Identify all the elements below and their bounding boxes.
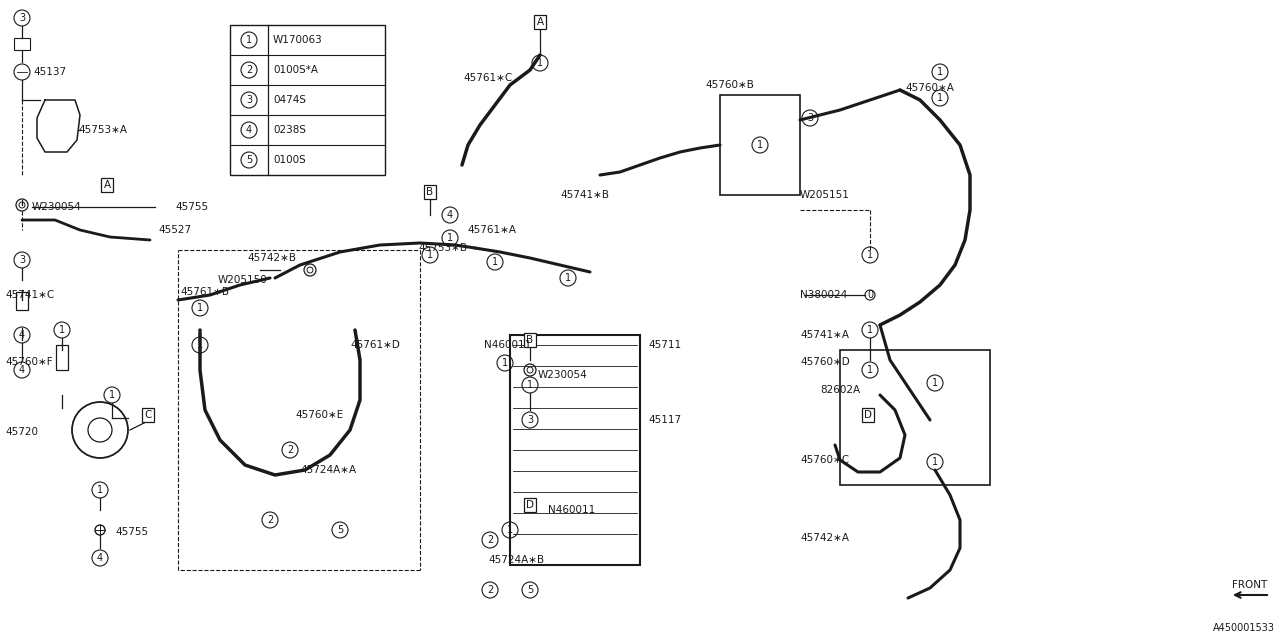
Text: 45760∗D: 45760∗D [800, 357, 850, 367]
Polygon shape [37, 100, 79, 152]
Text: 45137: 45137 [33, 67, 67, 77]
Bar [230, 25, 385, 175]
Text: 45760∗E: 45760∗E [294, 410, 343, 420]
Text: 1: 1 [447, 233, 453, 243]
Text: 4: 4 [97, 553, 104, 563]
Text: C: C [145, 410, 152, 420]
Text: 0100S*A: 0100S*A [273, 65, 317, 75]
Text: 3: 3 [19, 13, 26, 23]
Text: 45761∗C: 45761∗C [463, 73, 512, 83]
Text: 5: 5 [337, 525, 343, 535]
Text: 45527: 45527 [157, 225, 191, 235]
Text: A450001533: A450001533 [1213, 623, 1275, 633]
Text: 1: 1 [428, 250, 433, 260]
Text: 45724A∗A: 45724A∗A [300, 465, 356, 475]
Text: N460011: N460011 [548, 505, 595, 515]
Text: N460011: N460011 [484, 340, 531, 350]
Text: 3: 3 [246, 95, 252, 105]
Text: 45761∗A: 45761∗A [467, 225, 516, 235]
Text: 0100S: 0100S [273, 155, 306, 165]
Text: D: D [864, 410, 872, 420]
Text: 45761∗D: 45761∗D [349, 340, 399, 350]
Text: 4: 4 [447, 210, 453, 220]
Bar [14, 38, 29, 50]
Text: 2: 2 [486, 535, 493, 545]
Text: 45760∗A: 45760∗A [905, 83, 954, 93]
Text: 1: 1 [536, 58, 543, 68]
Text: 1: 1 [109, 390, 115, 400]
Text: A: A [536, 17, 544, 27]
Text: 45761∗B: 45761∗B [180, 287, 229, 297]
Text: 45760∗B: 45760∗B [705, 80, 754, 90]
Text: 1: 1 [932, 378, 938, 388]
Text: 45753∗A: 45753∗A [78, 125, 127, 135]
Text: 1: 1 [937, 67, 943, 77]
Text: 45755: 45755 [115, 527, 148, 537]
Text: 45742∗A: 45742∗A [800, 533, 849, 543]
Text: 45720: 45720 [5, 427, 38, 437]
Text: FRONT: FRONT [1233, 580, 1267, 590]
Text: 1: 1 [867, 250, 873, 260]
Text: B: B [526, 335, 534, 345]
Text: 45117: 45117 [648, 415, 681, 425]
Bar [719, 95, 800, 195]
Text: 45742∗B: 45742∗B [247, 253, 296, 263]
Bar [509, 335, 640, 565]
Text: 45753∗B: 45753∗B [419, 243, 467, 253]
Text: 45741∗C: 45741∗C [5, 290, 54, 300]
Text: 1: 1 [932, 457, 938, 467]
Text: 45760∗C: 45760∗C [800, 455, 849, 465]
Text: 1: 1 [97, 485, 104, 495]
Text: 2: 2 [287, 445, 293, 455]
Text: W230054: W230054 [538, 370, 588, 380]
Text: 45711: 45711 [648, 340, 681, 350]
Text: 4: 4 [19, 365, 26, 375]
Text: 82602A: 82602A [820, 385, 860, 395]
Bar [15, 292, 28, 310]
Text: A: A [104, 180, 110, 190]
Text: 45760∗F: 45760∗F [5, 357, 52, 367]
Text: 1: 1 [197, 303, 204, 313]
Text: 2: 2 [266, 515, 273, 525]
Text: 1: 1 [937, 93, 943, 103]
Text: 1: 1 [197, 340, 204, 350]
Text: N380024: N380024 [800, 290, 847, 300]
Bar [840, 350, 989, 485]
Text: 1: 1 [867, 325, 873, 335]
Text: 0238S: 0238S [273, 125, 306, 135]
Text: 3: 3 [806, 113, 813, 123]
Text: 45741∗A: 45741∗A [800, 330, 849, 340]
Text: 0: 0 [867, 290, 873, 300]
Text: 45755: 45755 [175, 202, 209, 212]
Text: W170063: W170063 [273, 35, 323, 45]
Text: 45741∗B: 45741∗B [561, 190, 609, 200]
Text: 1: 1 [507, 525, 513, 535]
Text: 5: 5 [527, 585, 534, 595]
Text: 3: 3 [527, 415, 532, 425]
Text: 4: 4 [19, 330, 26, 340]
Text: 2: 2 [486, 585, 493, 595]
Text: 1: 1 [492, 257, 498, 267]
Text: B: B [426, 187, 434, 197]
Text: 1: 1 [59, 325, 65, 335]
Text: 1: 1 [756, 140, 763, 150]
Text: 1: 1 [527, 380, 532, 390]
Bar [56, 345, 68, 370]
Text: 1: 1 [502, 358, 508, 368]
Text: 1: 1 [564, 273, 571, 283]
Text: 2: 2 [246, 65, 252, 75]
Text: 1: 1 [246, 35, 252, 45]
Text: 0474S: 0474S [273, 95, 306, 105]
Text: 1: 1 [867, 365, 873, 375]
Text: D: D [526, 500, 534, 510]
Text: W230054: W230054 [32, 202, 82, 212]
Text: W205150: W205150 [218, 275, 268, 285]
Text: 45724A∗B: 45724A∗B [488, 555, 544, 565]
Text: 4: 4 [246, 125, 252, 135]
Text: 3: 3 [19, 255, 26, 265]
Text: W205151: W205151 [800, 190, 850, 200]
Text: 5: 5 [246, 155, 252, 165]
